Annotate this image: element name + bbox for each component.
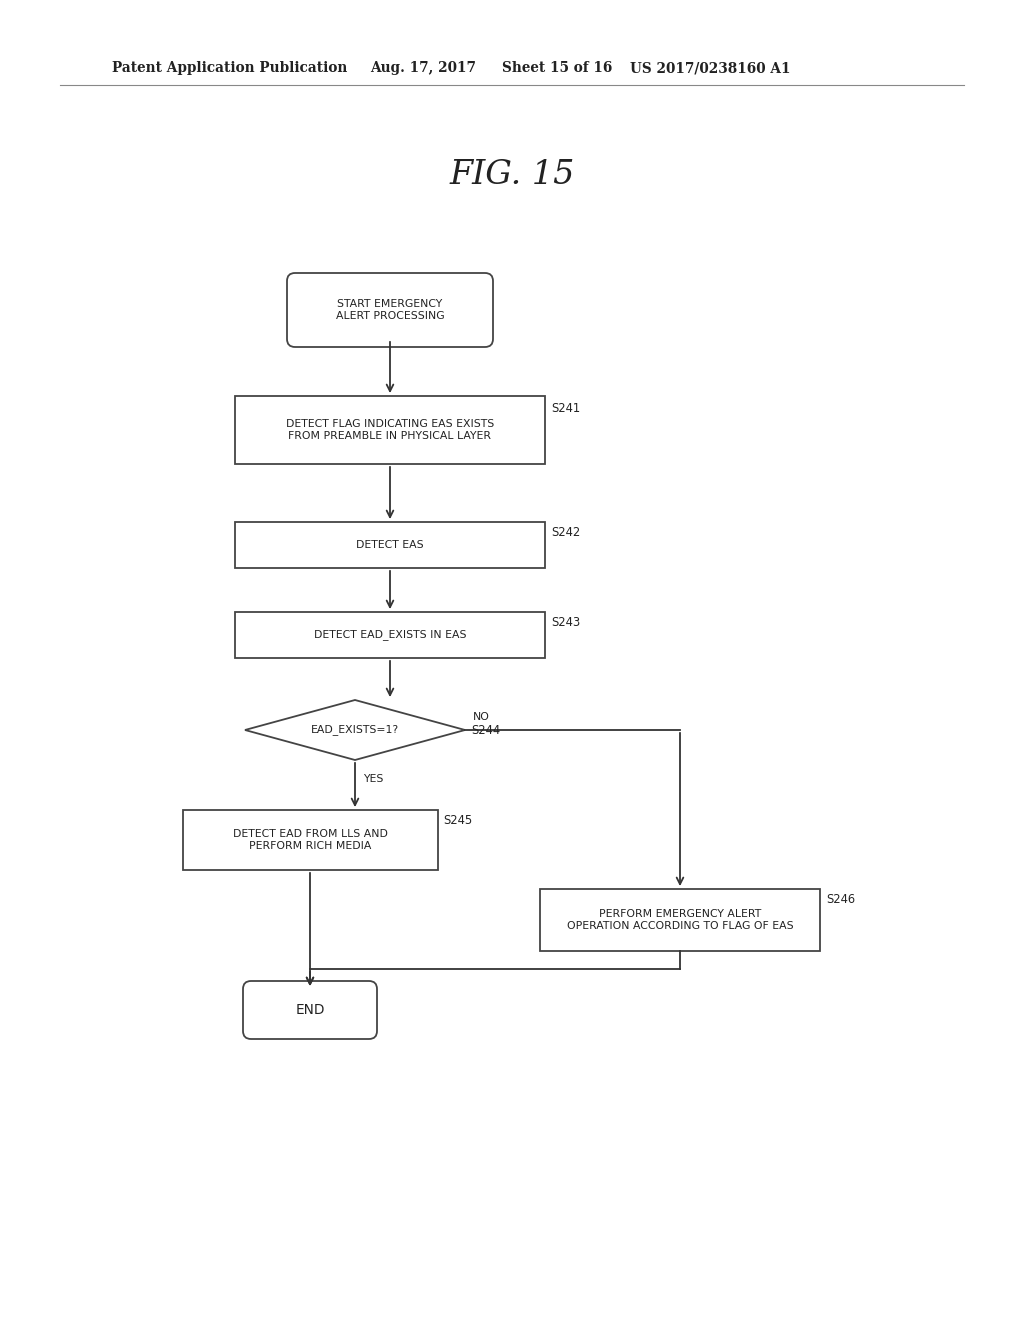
FancyBboxPatch shape	[287, 273, 493, 347]
Text: DETECT EAD FROM LLS AND
PERFORM RICH MEDIA: DETECT EAD FROM LLS AND PERFORM RICH MED…	[232, 829, 387, 851]
Text: DETECT EAD_EXISTS IN EAS: DETECT EAD_EXISTS IN EAS	[313, 630, 466, 640]
Text: YES: YES	[362, 774, 383, 784]
Text: END: END	[295, 1003, 325, 1016]
Text: START EMERGENCY
ALERT PROCESSING: START EMERGENCY ALERT PROCESSING	[336, 300, 444, 321]
Text: S242: S242	[551, 525, 581, 539]
Text: S243: S243	[551, 616, 581, 630]
Text: S245: S245	[443, 814, 473, 828]
Text: Patent Application Publication: Patent Application Publication	[112, 61, 347, 75]
Text: NO: NO	[473, 711, 489, 722]
Bar	[540, 888, 820, 950]
FancyBboxPatch shape	[243, 981, 377, 1039]
Text: Sheet 15 of 16: Sheet 15 of 16	[502, 61, 612, 75]
Text: EAD_EXISTS=1?: EAD_EXISTS=1?	[311, 725, 399, 735]
Text: DETECT EAS: DETECT EAS	[356, 540, 424, 550]
Bar	[234, 521, 545, 568]
Text: PERFORM EMERGENCY ALERT
OPERATION ACCORDING TO FLAG OF EAS: PERFORM EMERGENCY ALERT OPERATION ACCORD…	[566, 909, 794, 931]
Bar	[182, 810, 437, 870]
Text: S241: S241	[551, 403, 581, 414]
Bar	[234, 396, 545, 465]
Bar	[234, 612, 545, 657]
Text: FIG. 15: FIG. 15	[450, 158, 574, 191]
Text: S244: S244	[471, 723, 500, 737]
Polygon shape	[245, 700, 465, 760]
Text: DETECT FLAG INDICATING EAS EXISTS
FROM PREAMBLE IN PHYSICAL LAYER: DETECT FLAG INDICATING EAS EXISTS FROM P…	[286, 420, 495, 441]
Text: S246: S246	[826, 894, 855, 906]
Text: US 2017/0238160 A1: US 2017/0238160 A1	[630, 61, 791, 75]
Text: Aug. 17, 2017: Aug. 17, 2017	[370, 61, 476, 75]
